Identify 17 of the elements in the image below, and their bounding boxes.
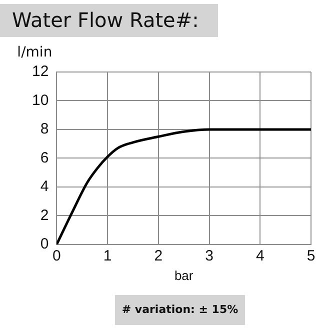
y-tick-label: 10 [32,92,49,109]
chart-title: Water Flow Rate#: [0,4,218,37]
y-tick-label: 0 [40,236,49,253]
x-tick-label: 1 [103,248,112,265]
x-tick-label: 0 [52,248,61,265]
x-axis-title: bar [174,268,194,283]
y-axis-title: l/min [17,44,52,61]
y-tick-label: 6 [40,149,49,166]
y-tick-label: 4 [40,178,49,196]
text: # variation: ± 15% [115,295,245,325]
x-tick-label: 2 [154,248,163,265]
y-tick-label: 2 [40,206,49,224]
x-tick-label: 3 [205,248,214,265]
y-tick-label: 12 [32,63,49,80]
x-tick-label: 5 [306,248,316,265]
y-tick-label: 8 [40,120,49,138]
x-tick-label: 4 [256,248,264,265]
